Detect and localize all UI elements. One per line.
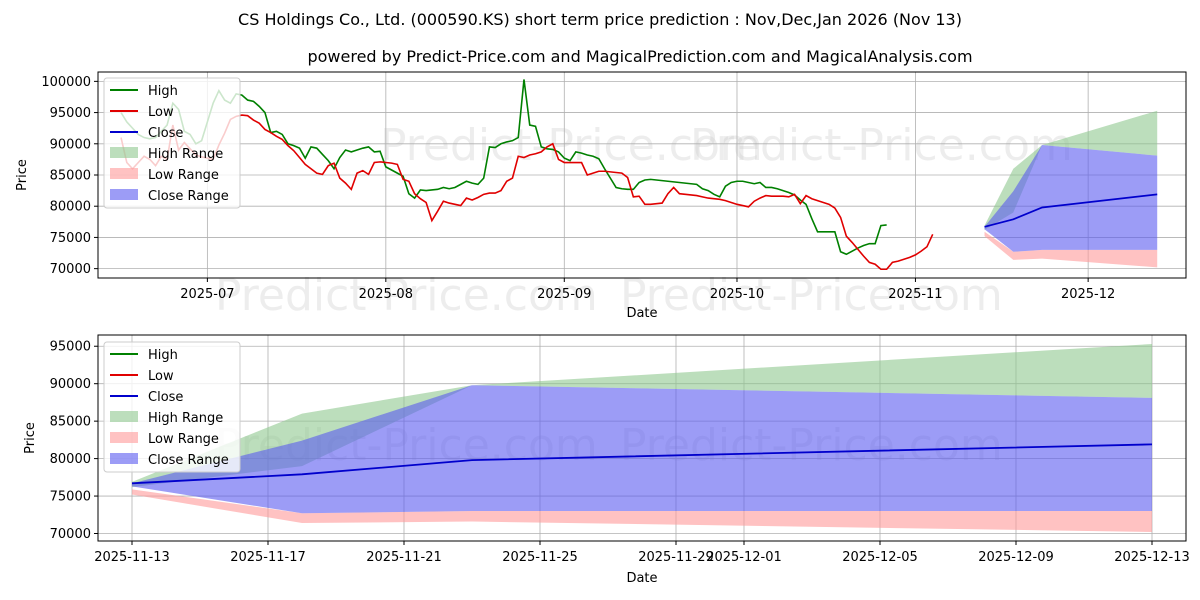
legend-swatch-patch [110,168,138,179]
x-axis-label: Date [626,571,657,586]
high-range-band [984,110,1158,230]
x-tick-label: 2025-11-25 [502,550,578,565]
x-tick-label: 2025-11 [888,287,942,302]
x-tick-label: 2025-12-13 [1114,550,1190,565]
close-range-band [132,385,1152,514]
legend-label: Close Range [148,189,229,204]
x-tick-label: 2025-11-13 [94,550,170,565]
close-series-line [131,443,1153,485]
x-tick-label: 2025-09 [537,287,591,302]
y-tick-label: 90000 [50,377,91,392]
plot-frame [97,334,1187,542]
legend-label: Low [148,105,174,120]
x-tick-label: 2025-11-17 [230,550,306,565]
legend-label: Low [148,369,174,384]
y-tick-label: 100000 [41,75,91,90]
legend-label: Close Range [148,453,229,468]
prediction-chart-panel: 70000 75000 80000 85000 90000 95000 2025-11-13… [23,334,1190,586]
legend-label: High Range [148,147,223,162]
x-tick-label: 2025-12-01 [706,550,782,565]
legend-label: Close [148,390,183,405]
legend-swatch-patch [110,147,138,158]
plot-frame [97,71,1187,279]
legend-swatch-patch [110,432,138,443]
close-series-line [984,193,1158,228]
high-range-band [132,343,1152,488]
legend-label: Low Range [148,168,219,183]
watermark-top-right: Predict-Price.com [690,120,1073,171]
x-tick-label: 2025-08 [359,287,413,302]
high-series-line [120,79,887,256]
legend-swatch-patch [110,411,138,422]
y-tick-label: 70000 [50,527,91,542]
y-tick-label: 70000 [50,262,91,277]
y-tick-label: 85000 [50,169,91,184]
x-tick-label: 2025-12-09 [978,550,1054,565]
x-tick-label: 2025-12-05 [842,550,918,565]
y-tick-label: 90000 [50,137,91,152]
y-axis-label: Price [15,159,30,191]
x-tick-label: 2025-10 [710,287,764,302]
legend-swatch-patch [110,453,138,464]
legend-label: Close [148,126,183,141]
legend-label: High [148,84,178,99]
y-tick-label: 95000 [50,340,91,355]
x-tick-label: 2025-11-29 [638,550,714,565]
legend-label: Low Range [148,432,219,447]
x-tick-label: 2025-12 [1061,287,1115,302]
x-tick-label: 2025-11-21 [366,550,442,565]
legend-label: High Range [148,411,223,426]
y-tick-label: 80000 [50,452,91,467]
y-tick-label: 75000 [50,490,91,505]
x-tick-label: 2025-07 [180,287,234,302]
legend-label: High [148,348,178,363]
history-chart-panel: 70000 75000 80000 85000 90000 95000 100000 2025… [15,71,1187,321]
low-range-band [132,489,1152,533]
legend-swatch-patch [110,189,138,200]
low-series-line [120,114,934,271]
low-range-band [984,231,1158,268]
x-axis-label: Date [626,306,657,321]
y-tick-label: 85000 [50,415,91,430]
y-axis-label: Price [23,422,38,454]
chart-subtitle: powered by Predict-Price.com and Magical… [307,47,972,66]
y-tick-label: 80000 [50,200,91,215]
y-tick-label: 75000 [50,231,91,246]
chart-title: CS Holdings Co., Ltd. (000590.KS) short … [238,10,962,29]
y-tick-label: 95000 [50,106,91,121]
close-range-band [984,145,1158,252]
